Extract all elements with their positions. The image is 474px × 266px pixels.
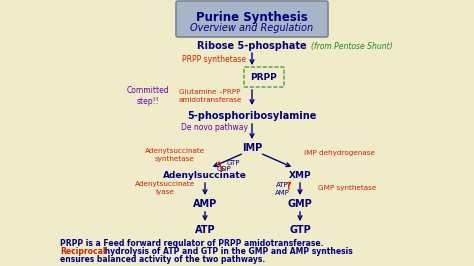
Text: Ribose 5-phosphate: Ribose 5-phosphate — [197, 41, 307, 51]
Text: Adenylsuccinate: Adenylsuccinate — [163, 171, 247, 180]
Text: hydrolysis of ATP and GTP in the GMP and AMP synthesis: hydrolysis of ATP and GTP in the GMP and… — [102, 247, 353, 256]
Text: Adenytsuccinate
synthetase: Adenytsuccinate synthetase — [145, 148, 205, 162]
Text: De novo pathway: De novo pathway — [182, 123, 248, 131]
Text: GTP: GTP — [226, 160, 240, 166]
Text: AMP: AMP — [274, 190, 290, 196]
Text: Overview and Regulation: Overview and Regulation — [191, 23, 314, 33]
Text: GTP: GTP — [289, 225, 311, 235]
Text: Reciprocal: Reciprocal — [60, 247, 106, 256]
Text: Committed
step!!: Committed step!! — [127, 86, 169, 106]
Text: Glutamine –PRPP
amidotransferase: Glutamine –PRPP amidotransferase — [178, 89, 242, 103]
FancyArrowPatch shape — [287, 182, 291, 189]
Text: ATP: ATP — [195, 225, 215, 235]
FancyBboxPatch shape — [176, 1, 328, 37]
Text: ensures balanced activity of the two pathways.: ensures balanced activity of the two pat… — [60, 255, 265, 264]
FancyArrowPatch shape — [217, 162, 225, 169]
Text: GDP: GDP — [217, 166, 231, 172]
Text: GMP synthetase: GMP synthetase — [318, 185, 376, 191]
Text: Purine Synthesis: Purine Synthesis — [196, 10, 308, 23]
Text: ATP: ATP — [276, 182, 288, 188]
Text: GMP: GMP — [288, 199, 312, 209]
Text: Adenytsuccinate
lyase: Adenytsuccinate lyase — [135, 181, 195, 195]
Text: AMP: AMP — [193, 199, 217, 209]
Text: PRPP is a Feed forward regulator of PRPP amidotransferase.: PRPP is a Feed forward regulator of PRPP… — [60, 239, 323, 247]
Text: IMP: IMP — [242, 143, 262, 153]
Text: XMP: XMP — [289, 171, 311, 180]
Text: IMP dehydrogenase: IMP dehydrogenase — [304, 150, 375, 156]
Text: PRPP synthetase: PRPP synthetase — [182, 56, 246, 64]
Text: (from Pentose Shunt): (from Pentose Shunt) — [311, 41, 393, 51]
Text: 5-phosphoribosylamine: 5-phosphoribosylamine — [187, 111, 317, 121]
Text: PRPP: PRPP — [251, 73, 277, 81]
